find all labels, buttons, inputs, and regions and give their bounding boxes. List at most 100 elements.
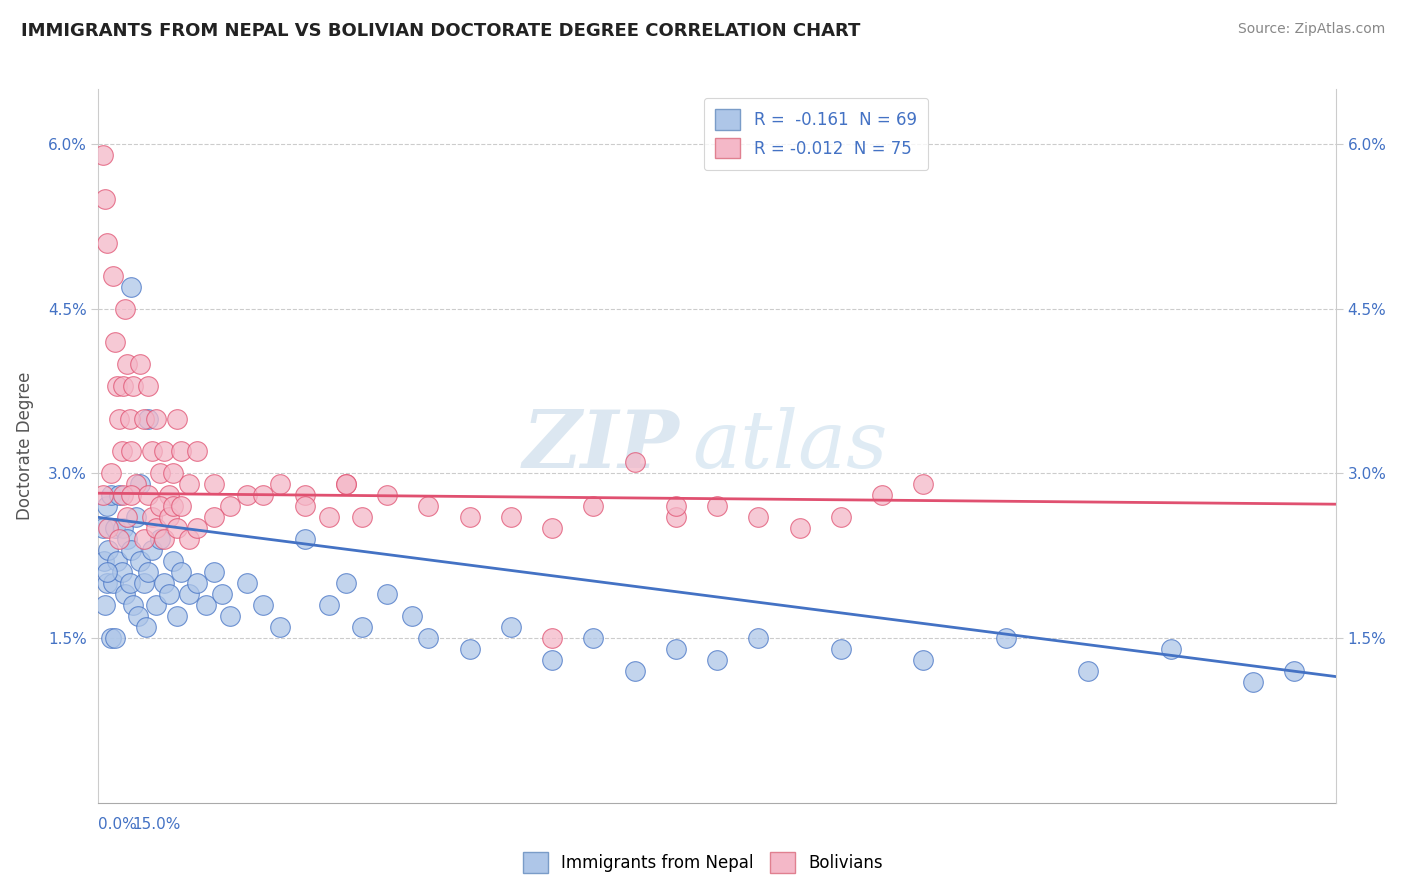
Point (128, 357, 150, 371)
Point (93, 148, 115, 162)
Point (141, 510, 163, 524)
Point (202, 477, 225, 491)
Point (418, 500, 440, 514)
Point (186, 521, 208, 535)
Point (100, 631, 122, 645)
Point (294, 500, 316, 514)
Point (335, 576, 357, 591)
Point (100, 488, 122, 502)
Point (128, 477, 150, 491)
Point (132, 411, 155, 425)
Point (166, 411, 188, 425)
Point (124, 477, 146, 491)
Point (94, 598, 117, 612)
Point (104, 631, 127, 645)
Point (110, 566, 132, 580)
Point (186, 576, 208, 591)
Point (789, 521, 811, 535)
Point (117, 533, 139, 547)
Point (120, 280, 142, 294)
Point (108, 533, 131, 547)
Point (120, 543, 142, 558)
Point (166, 521, 188, 535)
Point (186, 444, 208, 458)
Point (458, 642, 481, 657)
Point (97, 521, 120, 535)
Point (582, 500, 605, 514)
Point (179, 587, 201, 601)
Point (912, 653, 935, 667)
Point (96, 500, 118, 514)
Point (128, 554, 150, 568)
Point (352, 620, 374, 634)
Point (665, 510, 688, 524)
Point (318, 510, 340, 524)
Point (105, 554, 128, 568)
Point (541, 631, 564, 645)
Point (269, 477, 291, 491)
Point (100, 467, 122, 481)
Point (149, 533, 172, 547)
Point (162, 554, 184, 568)
Point (132, 576, 155, 591)
Point (252, 488, 274, 502)
Point (294, 533, 316, 547)
Point (149, 467, 172, 481)
Legend: R =  -0.161  N = 69, R = -0.012  N = 75: R = -0.161 N = 69, R = -0.012 N = 75 (704, 97, 928, 169)
Point (124, 510, 146, 524)
Point (91, 488, 114, 502)
Point (157, 587, 180, 601)
Point (112, 521, 135, 535)
Point (112, 488, 135, 502)
Point (136, 488, 159, 502)
Point (294, 488, 316, 502)
Point (141, 444, 163, 458)
Point (170, 444, 193, 458)
Point (96, 566, 118, 580)
Point (912, 477, 935, 491)
Point (1077, 664, 1099, 678)
Point (401, 609, 423, 624)
Legend: Immigrants from Nepal, Bolivians: Immigrants from Nepal, Bolivians (516, 846, 890, 880)
Point (96, 576, 118, 591)
Point (114, 301, 136, 316)
Point (136, 378, 159, 392)
Point (458, 510, 481, 524)
Point (97, 543, 120, 558)
Point (96, 235, 118, 250)
Point (136, 566, 159, 580)
Point (335, 477, 357, 491)
Point (162, 500, 184, 514)
Point (104, 521, 127, 535)
Y-axis label: Doctorate Degree: Doctorate Degree (15, 372, 34, 520)
Point (352, 510, 374, 524)
Point (166, 609, 188, 624)
Point (127, 609, 149, 624)
Point (120, 488, 142, 502)
Point (153, 444, 176, 458)
Point (499, 510, 522, 524)
Point (706, 653, 728, 667)
Point (153, 533, 176, 547)
Point (499, 620, 522, 634)
Point (252, 598, 274, 612)
Point (318, 598, 340, 612)
Point (132, 533, 155, 547)
Point (202, 566, 225, 580)
Point (110, 444, 132, 458)
Point (375, 488, 398, 502)
Point (153, 576, 176, 591)
Point (118, 576, 141, 591)
Point (136, 411, 159, 425)
Text: 15.0%: 15.0% (132, 817, 181, 832)
Point (91, 521, 114, 535)
Point (157, 488, 180, 502)
Point (1160, 642, 1182, 657)
Point (747, 510, 769, 524)
Point (93, 554, 115, 568)
Point (108, 488, 131, 502)
Point (103, 576, 125, 591)
Point (118, 411, 141, 425)
Text: Source: ZipAtlas.com: Source: ZipAtlas.com (1237, 22, 1385, 37)
Point (94, 192, 117, 206)
